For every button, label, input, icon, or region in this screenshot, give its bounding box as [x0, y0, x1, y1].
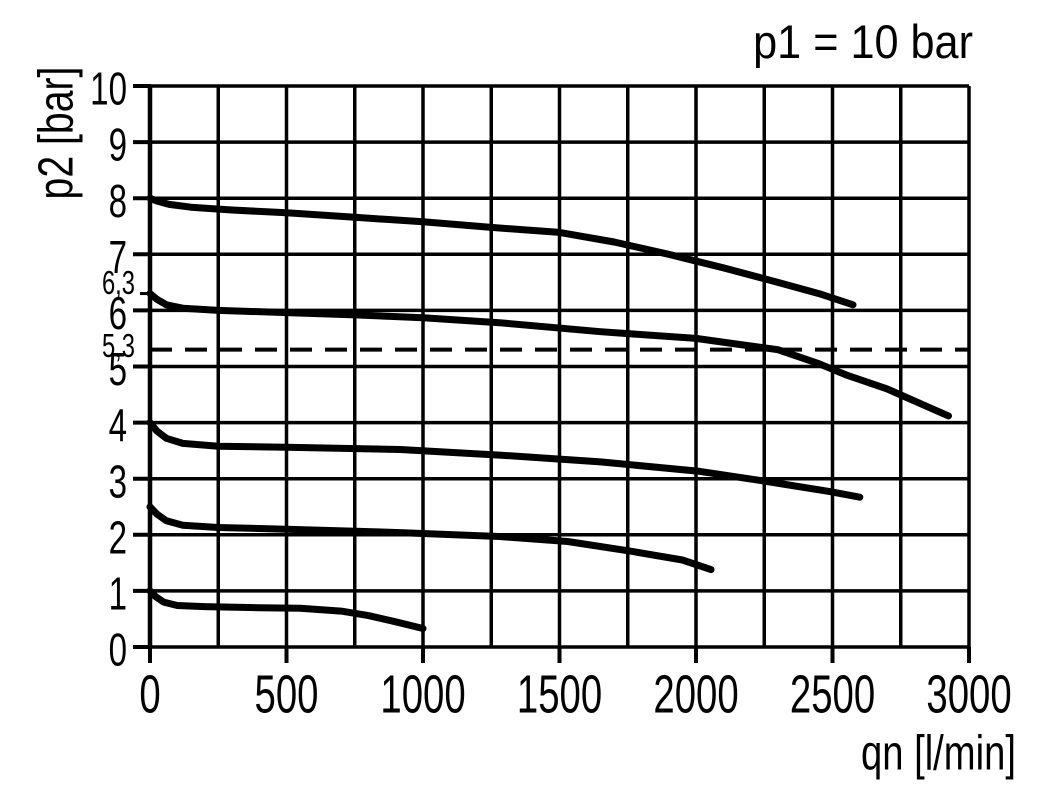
x-tick-label: 1500 — [517, 664, 602, 724]
x-tick-label: 0 — [139, 664, 160, 724]
curve-6p3-bar — [146, 290, 952, 420]
x-axis-title: qn [l/min] — [861, 726, 1016, 781]
curve-2p5-bar — [146, 503, 715, 574]
y-tick-label: 9 — [109, 120, 127, 170]
y-tick-label: 2 — [109, 513, 127, 563]
y-special-label-6p3: 6,3 — [102, 265, 135, 302]
y-special-label-5p3: 5,3 — [102, 328, 135, 365]
grid-lines — [148, 84, 971, 649]
y-tick-label: 5 — [109, 345, 127, 395]
x-tick-label: 1000 — [380, 664, 465, 724]
y-tick-label: 0 — [109, 625, 127, 675]
y-tick-label: 7 — [109, 233, 127, 283]
y-tick-label: 10 — [90, 64, 127, 114]
y-tick-label: 8 — [109, 177, 127, 227]
x-tick-label: 2500 — [790, 664, 875, 724]
y-axis-title: p2 [bar] — [30, 67, 84, 200]
y-tick-label: 1 — [109, 569, 127, 619]
x-tick-label: 3000 — [926, 664, 1011, 724]
y-tick-label: 3 — [109, 457, 127, 507]
curve-8-bar — [146, 194, 857, 309]
curve-4-bar — [146, 419, 864, 501]
y-tick-label: 4 — [109, 401, 127, 451]
y-tick-label: 6 — [109, 289, 127, 339]
curve-1-bar — [146, 587, 427, 632]
chart-title: p1 = 10 bar — [753, 15, 973, 68]
x-tick-label: 2000 — [653, 664, 738, 724]
x-tick-label: 500 — [255, 664, 319, 724]
